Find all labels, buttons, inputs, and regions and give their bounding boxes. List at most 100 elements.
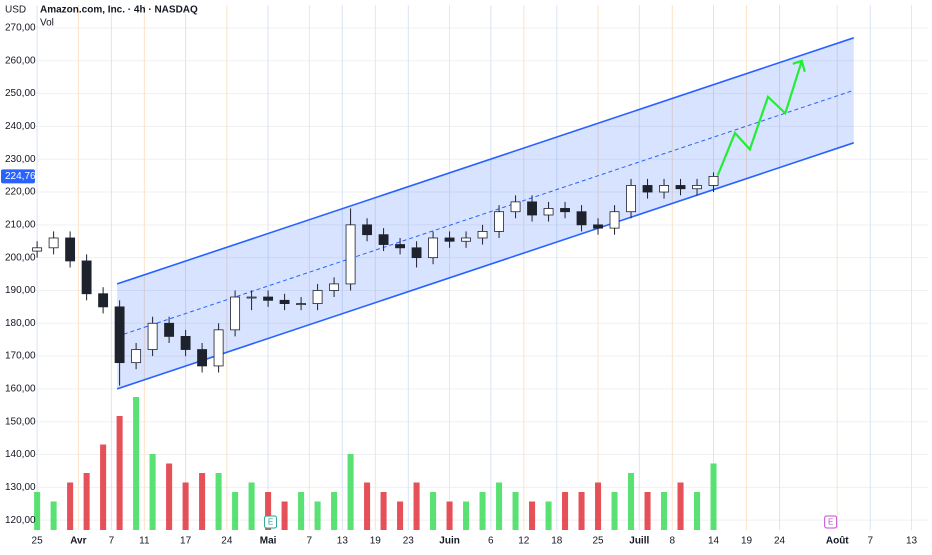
candle-body xyxy=(32,247,43,252)
channel-upper xyxy=(116,37,855,285)
volume-bar xyxy=(529,501,536,530)
x-tick-label: 7 xyxy=(307,536,313,547)
candle-body xyxy=(263,296,274,301)
volume-bar xyxy=(430,492,437,530)
candle-body xyxy=(444,237,455,242)
x-tick-label: 24 xyxy=(774,536,786,547)
y-tick-label: 200,00 xyxy=(5,252,36,263)
grid xyxy=(34,5,928,530)
candle-body xyxy=(675,185,686,190)
x-tick-label: Mai xyxy=(260,536,277,547)
volume-bar xyxy=(512,492,519,530)
candle-body xyxy=(65,237,76,262)
x-tick-label: 7 xyxy=(109,536,115,547)
volume-bar xyxy=(166,463,173,530)
volume-bar xyxy=(710,463,717,530)
y-tick-label: 120,00 xyxy=(5,515,36,526)
x-tick-label: 7 xyxy=(867,536,873,547)
x-tick-label: 13 xyxy=(906,536,918,547)
volume-bar xyxy=(265,492,272,530)
volume-bar xyxy=(50,501,57,530)
x-tick-label: 23 xyxy=(403,536,415,547)
channel-lower xyxy=(116,142,855,390)
candle-body xyxy=(395,244,406,249)
candle-body xyxy=(246,296,257,299)
candle-body xyxy=(510,201,521,213)
volume-bar xyxy=(578,492,585,530)
y-tick-label: 170,00 xyxy=(5,351,36,362)
volume-bar xyxy=(281,501,288,530)
arrow-head xyxy=(792,59,806,73)
y-tick-label: 220,00 xyxy=(5,187,36,198)
volume-bar xyxy=(380,492,387,530)
candle-body xyxy=(593,224,603,229)
candle-body xyxy=(477,231,488,239)
volume-bar xyxy=(628,473,635,530)
x-tick-label: 11 xyxy=(139,536,150,547)
candle-body xyxy=(345,224,356,285)
plot xyxy=(32,37,855,530)
event-badge xyxy=(824,515,838,529)
event-badge xyxy=(264,515,278,529)
candle-body xyxy=(461,237,471,242)
candle-body xyxy=(692,185,702,190)
candle-body xyxy=(230,296,241,331)
volume-bar xyxy=(694,492,701,530)
candle-body xyxy=(560,208,570,213)
candle-body xyxy=(279,299,290,304)
y-tick-label: 210,00 xyxy=(5,219,36,230)
volume-bar xyxy=(248,482,255,530)
x-tick-label: 8 xyxy=(670,536,676,547)
x-tick-label: 19 xyxy=(741,536,753,547)
price-badge xyxy=(1,169,35,184)
price-badge-text: 224,76 xyxy=(5,171,36,182)
candle-body xyxy=(708,176,719,186)
volume-bar xyxy=(661,492,668,530)
candle-body xyxy=(114,306,125,364)
volume-bar xyxy=(677,482,684,530)
candle-body xyxy=(642,185,653,193)
x-tick-label: Août xyxy=(826,536,849,547)
volume-bar xyxy=(83,473,90,530)
projection-path xyxy=(716,60,803,177)
volume-bar xyxy=(298,492,305,530)
volume-bar xyxy=(611,492,618,530)
x-tick-label: 24 xyxy=(221,536,233,547)
volume-bar xyxy=(562,492,569,530)
volume-bar xyxy=(397,501,404,530)
candle-body xyxy=(48,237,59,249)
x-tick-label: 25 xyxy=(592,536,604,547)
candle-body xyxy=(180,336,191,350)
y-tick-label: 240,00 xyxy=(5,121,36,132)
volume-bar xyxy=(446,501,453,530)
volume-bar xyxy=(364,482,371,530)
x-tick-label: 6 xyxy=(488,536,494,547)
x-tick-label: 14 xyxy=(708,536,720,547)
volume-bar xyxy=(545,501,552,530)
symbol-title: Amazon.com, Inc. · 4h · NASDAQ xyxy=(40,5,198,16)
y-tick-label: 130,00 xyxy=(5,482,36,493)
volume-bar xyxy=(496,482,503,530)
y-tick-label: 230,00 xyxy=(5,154,36,165)
candle-body xyxy=(428,237,439,259)
volume-bar xyxy=(413,482,420,530)
y-tick-label: 270,00 xyxy=(5,23,36,34)
volume-bar xyxy=(67,482,74,530)
volume-bar xyxy=(182,482,189,530)
volume-bar xyxy=(100,444,107,530)
candle-body xyxy=(527,201,537,216)
candle-body xyxy=(312,290,323,304)
candle-body xyxy=(213,329,224,367)
candle-body xyxy=(131,349,142,364)
volume-bar xyxy=(149,454,156,530)
event-label: E xyxy=(828,518,833,527)
candle-body xyxy=(494,211,504,232)
x-tick-label: 18 xyxy=(551,536,563,547)
channel-middle xyxy=(116,89,854,337)
y-tick-label: 150,00 xyxy=(5,416,36,427)
candle-body xyxy=(609,211,620,229)
volume-bar xyxy=(133,397,140,530)
candle-body xyxy=(81,260,92,295)
volume-bar xyxy=(215,473,222,530)
